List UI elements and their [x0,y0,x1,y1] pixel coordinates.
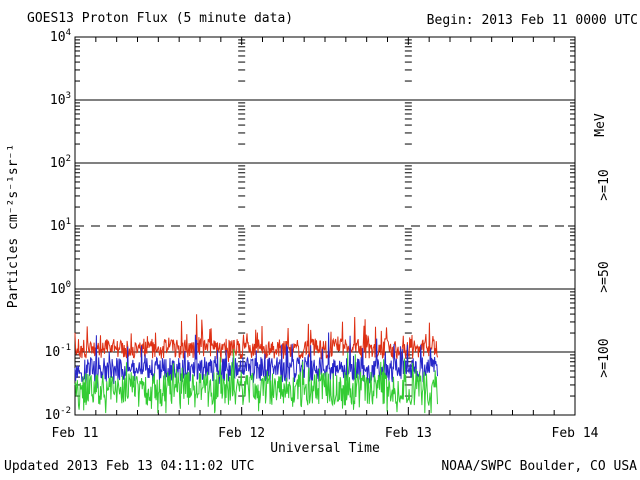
y-axis-title: Particles cm⁻²s⁻¹sr⁻¹ [6,144,21,308]
plot-area: 104 103 102 101 100 10-1 10-2 Feb 11 Feb 12 Feb 1… [45,28,613,441]
series-trace-gege50 [74,332,438,389]
y-tick-label: 10-2 [45,406,72,423]
right-axis-unit-label: MeV [593,113,608,137]
source-attribution-label: NOAA/SWPC Boulder, CO USA [441,459,637,474]
y-tick-label: 10-1 [45,343,72,360]
legend-label-gege100: >=100 [597,338,612,377]
x-tick-label: Feb 11 [52,426,99,441]
x-axis-title: Universal Time [270,441,380,456]
x-tick-label: Feb 12 [218,426,265,441]
legend-label-gege10: >=10 [597,169,612,200]
x-tick-label: Feb 14 [552,426,599,441]
y-tick-label: 100 [50,280,71,297]
updated-timestamp-label: Updated 2013 Feb 13 04:11:02 UTC [4,459,254,474]
begin-timestamp-label: Begin: 2013 Feb 11 0000 UTC [427,13,638,28]
y-tick-label: 102 [50,154,71,171]
x-tick-label: Feb 13 [385,426,432,441]
y-tick-label: 101 [50,217,71,234]
y-tick-label: 104 [50,28,71,45]
legend-label-gege50: >=50 [597,261,612,292]
y-tick-label: 103 [50,91,71,108]
series-trace-gege100 [74,349,438,414]
chart-title: GOES13 Proton Flux (5 minute data) [27,11,293,26]
